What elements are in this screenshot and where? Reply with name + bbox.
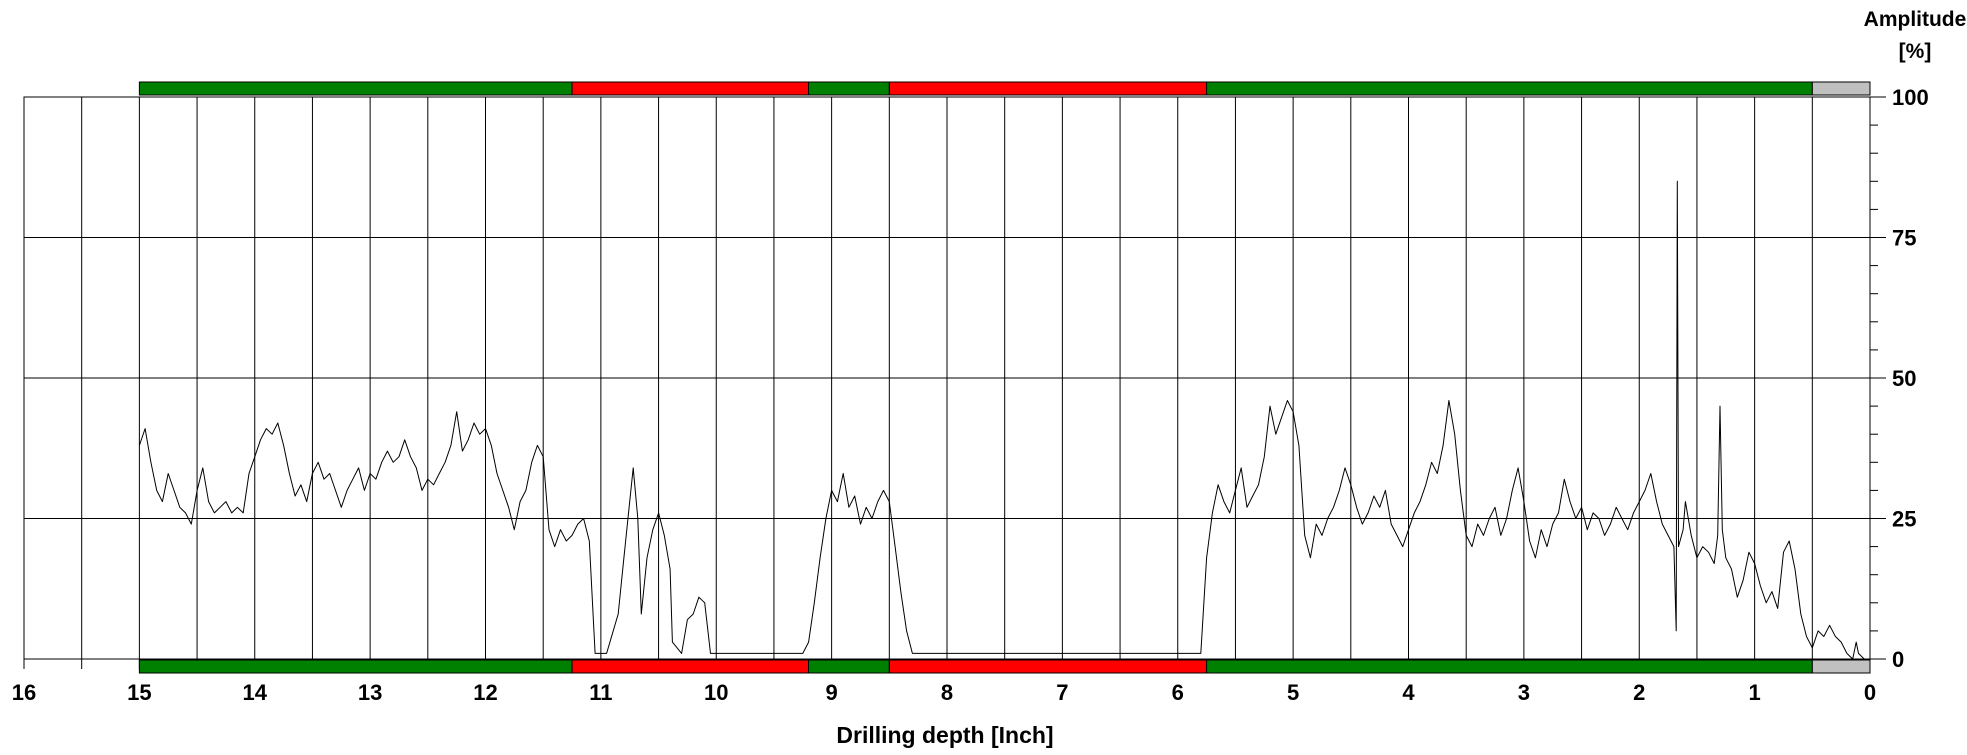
top-condition-band — [1206, 81, 1813, 96]
x-tick-label: 2 — [1633, 680, 1645, 705]
bottom-condition-band — [571, 659, 810, 674]
x-tick-label: 0 — [1864, 680, 1876, 705]
y-tick-label: 25 — [1892, 507, 1916, 532]
bottom-condition-band — [808, 659, 890, 674]
x-tick-label: 15 — [127, 680, 151, 705]
x-tick-label: 8 — [941, 680, 953, 705]
amplitude-series-line — [138, 180, 1870, 660]
top-condition-band — [1811, 81, 1871, 96]
x-axis-title: Drilling depth [Inch] — [836, 722, 1053, 748]
x-tick-label: 3 — [1518, 680, 1530, 705]
y-tick-label: 75 — [1892, 226, 1916, 251]
x-tick-label: 12 — [473, 680, 497, 705]
y-tick-label: 50 — [1892, 366, 1916, 391]
series — [138, 180, 1870, 660]
top-condition-band — [571, 81, 810, 96]
grid — [23, 96, 1871, 669]
top-condition-band — [808, 81, 890, 96]
x-tick-label: 1 — [1749, 680, 1761, 705]
top-condition-band — [138, 81, 573, 96]
y-axis-title-line1: Amplitude — [1864, 8, 1967, 31]
x-tick-label: 10 — [704, 680, 728, 705]
condition-bands — [138, 81, 1871, 674]
bottom-condition-band — [888, 659, 1208, 674]
x-tick-label: 14 — [243, 680, 268, 705]
x-tick-label: 6 — [1172, 680, 1184, 705]
x-tick-label: 16 — [12, 680, 36, 705]
y-tick-label: 100 — [1892, 85, 1929, 110]
x-tick-label: 9 — [826, 680, 838, 705]
bottom-condition-band — [1206, 659, 1813, 674]
y-axis-title-line2: [%] — [1899, 40, 1932, 63]
x-tick-label: 4 — [1402, 680, 1415, 705]
bottom-condition-band — [1811, 659, 1871, 674]
x-tick-label: 13 — [358, 680, 382, 705]
x-tick-label: 5 — [1287, 680, 1299, 705]
y-tick-label: 0 — [1892, 647, 1904, 672]
x-tick-label: 7 — [1056, 680, 1068, 705]
bottom-condition-band — [138, 659, 573, 674]
top-condition-band — [888, 81, 1208, 96]
x-tick-label: 11 — [589, 680, 612, 705]
